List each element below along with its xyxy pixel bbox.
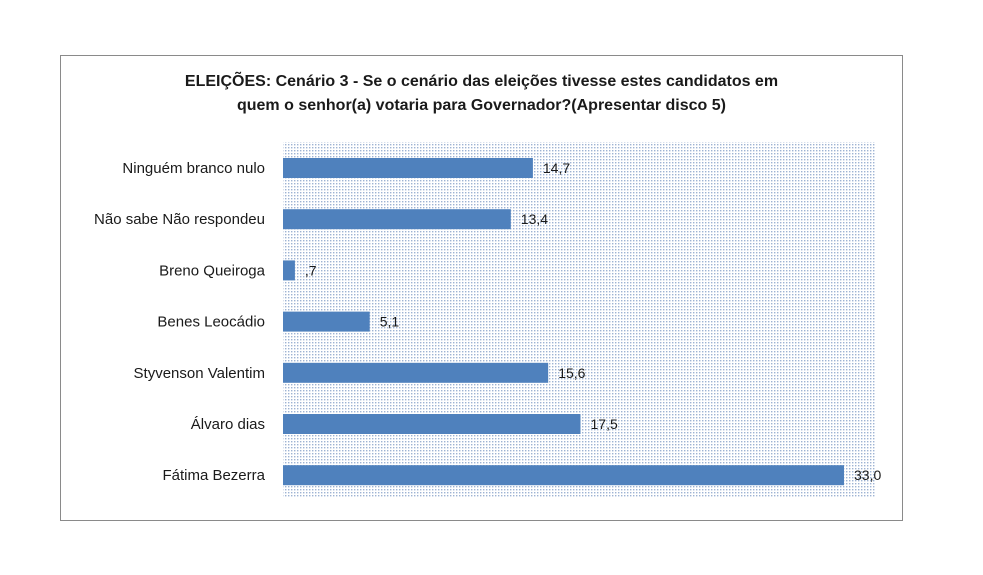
data-label-5: 17,5: [591, 416, 618, 432]
chart-title-line-2: quem o senhor(a) votaria para Governador…: [236, 97, 726, 114]
data-label-4: 15,6: [558, 365, 585, 381]
bar-2: [283, 260, 295, 281]
data-label-3: 5,1: [380, 314, 400, 330]
category-label-4: Styvenson Valentim: [134, 365, 265, 382]
category-label-0: Ninguém branco nulo: [122, 160, 265, 177]
category-label-6: Fátima Bezerra: [162, 467, 265, 484]
chart-title: ELEIÇÕES: Cenário 3 - Se o cenário das e…: [60, 70, 903, 118]
chart-title-line-1: ELEIÇÕES: Cenário 3 - Se o cenário das e…: [184, 73, 779, 90]
category-label-2: Breno Queiroga: [159, 262, 266, 279]
category-label-5: Álvaro dias: [191, 416, 265, 433]
bar-4: [283, 362, 549, 383]
bar-1: [283, 209, 511, 230]
bar-6: [283, 465, 844, 486]
bar-3: [283, 311, 370, 332]
data-label-6: 33,0: [854, 467, 881, 483]
category-label-1: Não sabe Não respondeu: [94, 211, 265, 228]
category-label-3: Benes Leocádio: [157, 314, 265, 331]
data-label-2: ,7: [305, 262, 317, 278]
bar-0: [283, 158, 533, 178]
plot-area: [283, 142, 876, 498]
data-label-0: 14,7: [543, 160, 570, 176]
bar-5: [283, 414, 581, 434]
data-label-1: 13,4: [521, 211, 548, 227]
